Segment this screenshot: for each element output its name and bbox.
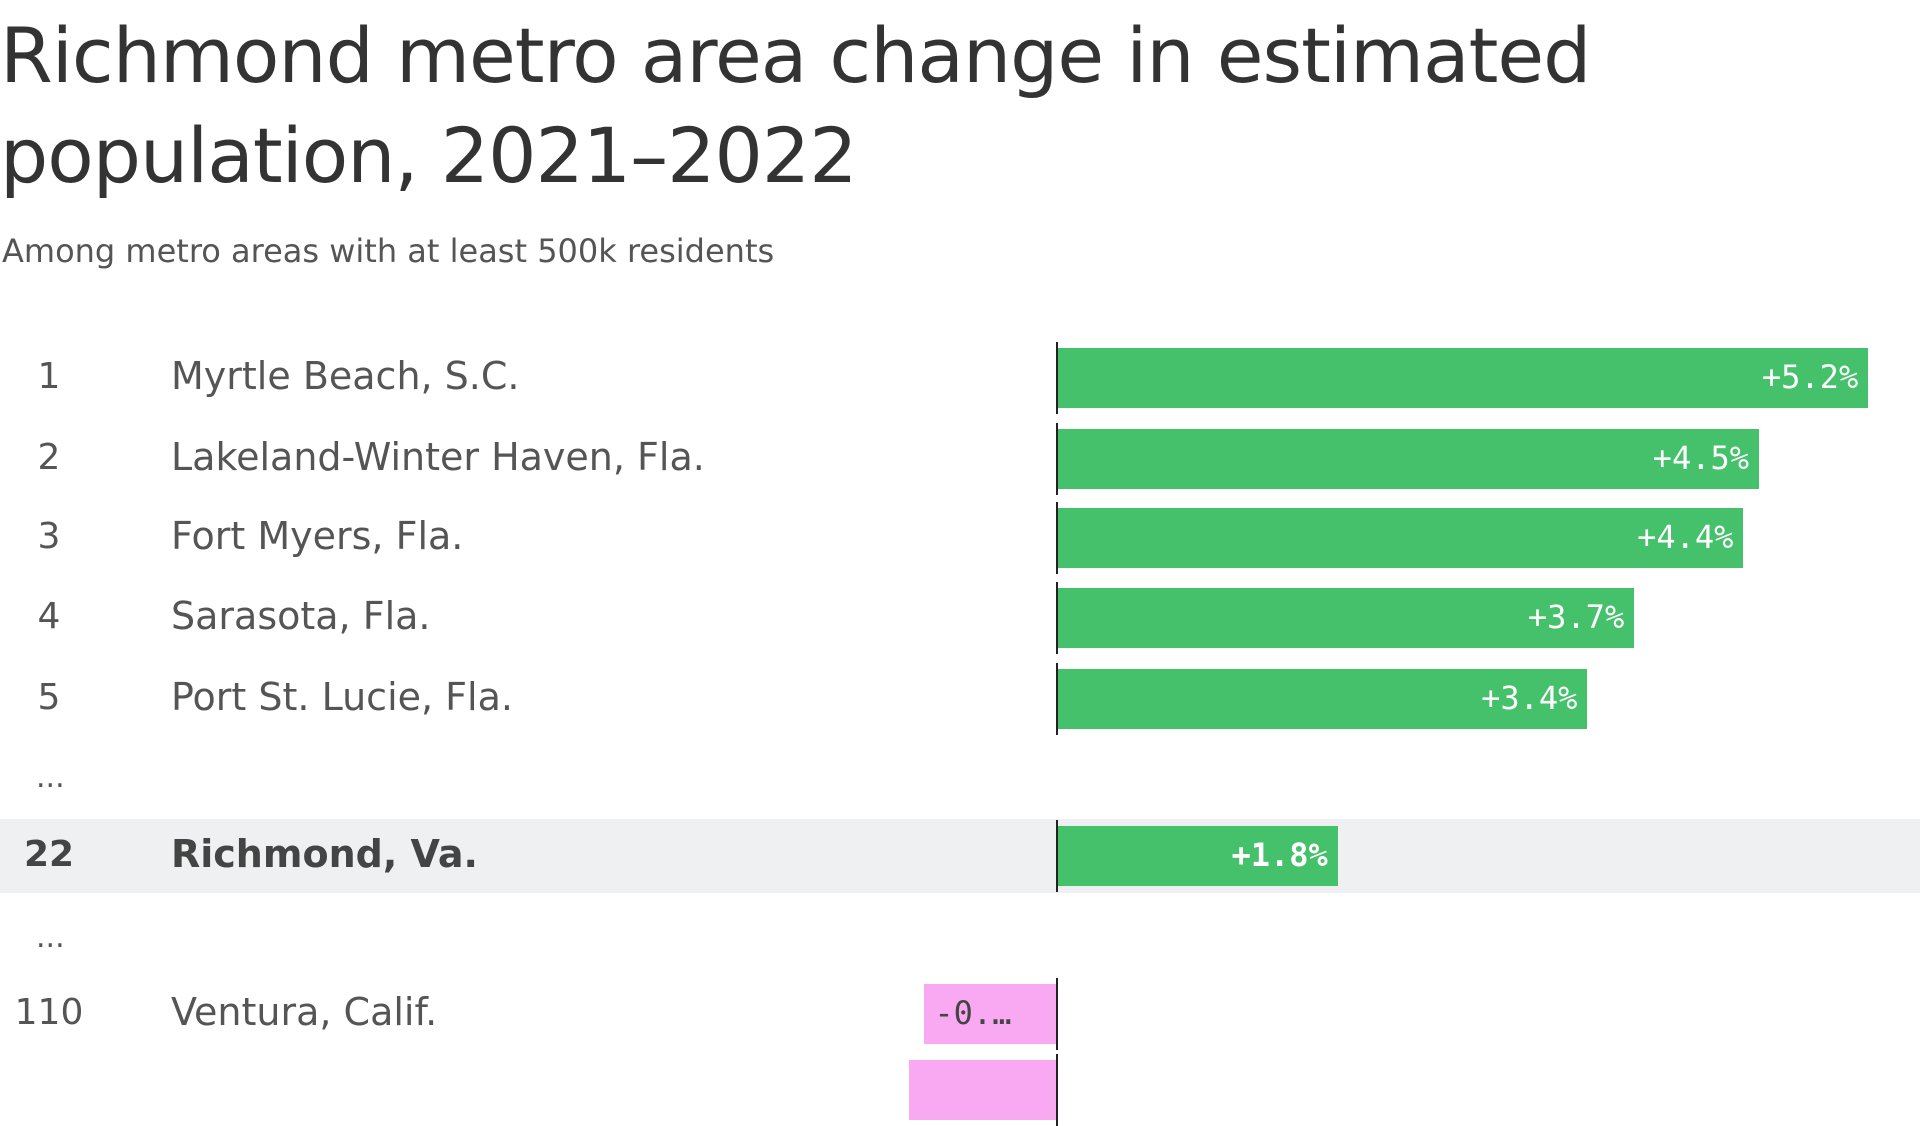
highlight-row-bg (0, 819, 1920, 893)
zero-axis-line (1056, 502, 1058, 574)
positive-bar (1057, 669, 1588, 729)
population-change-chart: 1 Myrtle Beach, S.C. +5.2% 2 Lakeland-Winter… (0, 342, 1920, 1126)
positive-bar (1057, 826, 1338, 886)
positive-bar (1057, 588, 1635, 648)
row-name: Lakeland-Winter Haven, Fla. (171, 435, 705, 479)
row-name: Fort Myers, Fla. (171, 514, 464, 558)
bar-value-label: -0.… (934, 994, 1012, 1032)
positive-bar (1057, 348, 1869, 408)
bar-value-label: +4.4% (1637, 518, 1734, 556)
positive-bar (1057, 429, 1759, 489)
zero-axis-line (1056, 820, 1058, 892)
bar-value-label: +1.8% (1231, 836, 1328, 874)
zero-axis-line (1056, 342, 1058, 414)
negative-bar (924, 984, 1057, 1044)
negative-bar (908, 1060, 1057, 1120)
row-name: Port St. Lucie, Fla. (171, 675, 513, 719)
chart-title: Richmond metro area change in estimated … (0, 11, 1591, 200)
row-rank: 1 (37, 356, 61, 397)
bar-value-label: +3.4% (1481, 679, 1578, 717)
row-ellipsis: ... (36, 760, 65, 795)
row-rank: 22 (23, 834, 75, 875)
zero-axis-line (1056, 978, 1058, 1050)
row-rank: 5 (37, 677, 61, 718)
bar-value-label: +5.2% (1761, 358, 1859, 396)
row-rank: 110 (14, 992, 84, 1033)
row-rank: 3 (37, 516, 61, 557)
bar-value-label: +4.5% (1652, 439, 1749, 477)
row-name: Sarasota, Fla. (171, 594, 431, 638)
row-rank: 4 (37, 596, 61, 637)
bar-value-label: +3.7% (1527, 598, 1625, 636)
zero-axis-line (1056, 663, 1058, 735)
row-name: Ventura, Calif. (171, 990, 438, 1034)
zero-axis-line (1056, 1054, 1058, 1126)
positive-bar (1057, 508, 1744, 568)
row-ellipsis: ... (36, 920, 65, 955)
chart-subtitle: Among metro areas with at least 500k res… (2, 232, 775, 270)
zero-axis-line (1056, 423, 1058, 495)
row-name: Myrtle Beach, S.C. (171, 354, 520, 398)
row-name: Richmond, Va. (171, 832, 478, 876)
zero-axis-line (1056, 582, 1058, 654)
row-rank: 2 (37, 437, 61, 478)
